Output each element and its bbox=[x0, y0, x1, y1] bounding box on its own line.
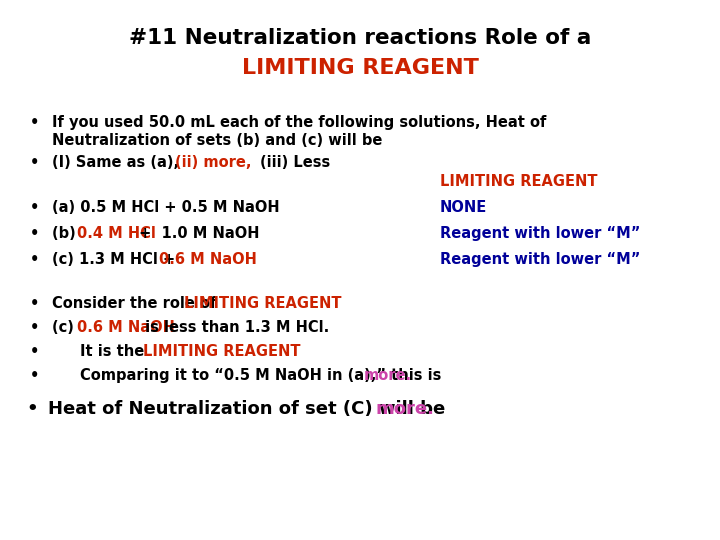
Text: 0.4 M HCl: 0.4 M HCl bbox=[77, 226, 156, 241]
Text: •: • bbox=[30, 368, 40, 383]
Text: •: • bbox=[30, 115, 40, 130]
Text: +  1.0 M NaOH: + 1.0 M NaOH bbox=[134, 226, 259, 241]
Text: •: • bbox=[26, 400, 37, 418]
Text: more.: more. bbox=[364, 368, 412, 383]
Text: •: • bbox=[30, 320, 40, 335]
Text: Comparing it to “0.5 M NaOH in (a),” this is: Comparing it to “0.5 M NaOH in (a),” thi… bbox=[80, 368, 446, 383]
Text: Consider the role of: Consider the role of bbox=[52, 296, 222, 311]
Text: #11 Neutralization reactions Role of a: #11 Neutralization reactions Role of a bbox=[129, 28, 591, 48]
Text: •: • bbox=[30, 296, 40, 311]
Text: LIMITING REAGENT: LIMITING REAGENT bbox=[440, 174, 598, 189]
Text: LIMITING REAGENT: LIMITING REAGENT bbox=[242, 58, 478, 78]
Text: (c): (c) bbox=[52, 320, 79, 335]
Text: more.: more. bbox=[376, 400, 435, 418]
Text: (iii) Less: (iii) Less bbox=[260, 155, 330, 170]
Text: LIMITING REAGENT: LIMITING REAGENT bbox=[143, 344, 300, 359]
Text: •: • bbox=[30, 252, 40, 267]
Text: 0.6 M NaOH: 0.6 M NaOH bbox=[159, 252, 257, 267]
Text: NONE: NONE bbox=[440, 200, 487, 215]
Text: (a) 0.5 M HCl + 0.5 M NaOH: (a) 0.5 M HCl + 0.5 M NaOH bbox=[52, 200, 279, 215]
Text: LIMITING REAGENT: LIMITING REAGENT bbox=[184, 296, 342, 311]
Text: (b): (b) bbox=[52, 226, 81, 241]
Text: It is the: It is the bbox=[80, 344, 149, 359]
Text: If you used 50.0 mL each of the following solutions, Heat of: If you used 50.0 mL each of the followin… bbox=[52, 115, 546, 130]
Text: is less than 1.3 M HCl.: is less than 1.3 M HCl. bbox=[140, 320, 330, 335]
Text: Neutralization of sets (b) and (c) will be: Neutralization of sets (b) and (c) will … bbox=[52, 133, 382, 148]
Text: •: • bbox=[30, 200, 40, 215]
Text: (I) Same as (a),: (I) Same as (a), bbox=[52, 155, 179, 170]
Text: (ii) more,: (ii) more, bbox=[175, 155, 251, 170]
Text: (c) 1.3 M HCl +: (c) 1.3 M HCl + bbox=[52, 252, 185, 267]
Text: Heat of Neutralization of set (C) will be: Heat of Neutralization of set (C) will b… bbox=[48, 400, 451, 418]
Text: Reagent with lower “M”: Reagent with lower “M” bbox=[440, 226, 640, 241]
Text: Reagent with lower “M”: Reagent with lower “M” bbox=[440, 252, 640, 267]
Text: •: • bbox=[30, 226, 40, 241]
Text: •: • bbox=[30, 155, 40, 170]
Text: 0.6 M NaOH: 0.6 M NaOH bbox=[77, 320, 175, 335]
Text: •: • bbox=[30, 344, 40, 359]
